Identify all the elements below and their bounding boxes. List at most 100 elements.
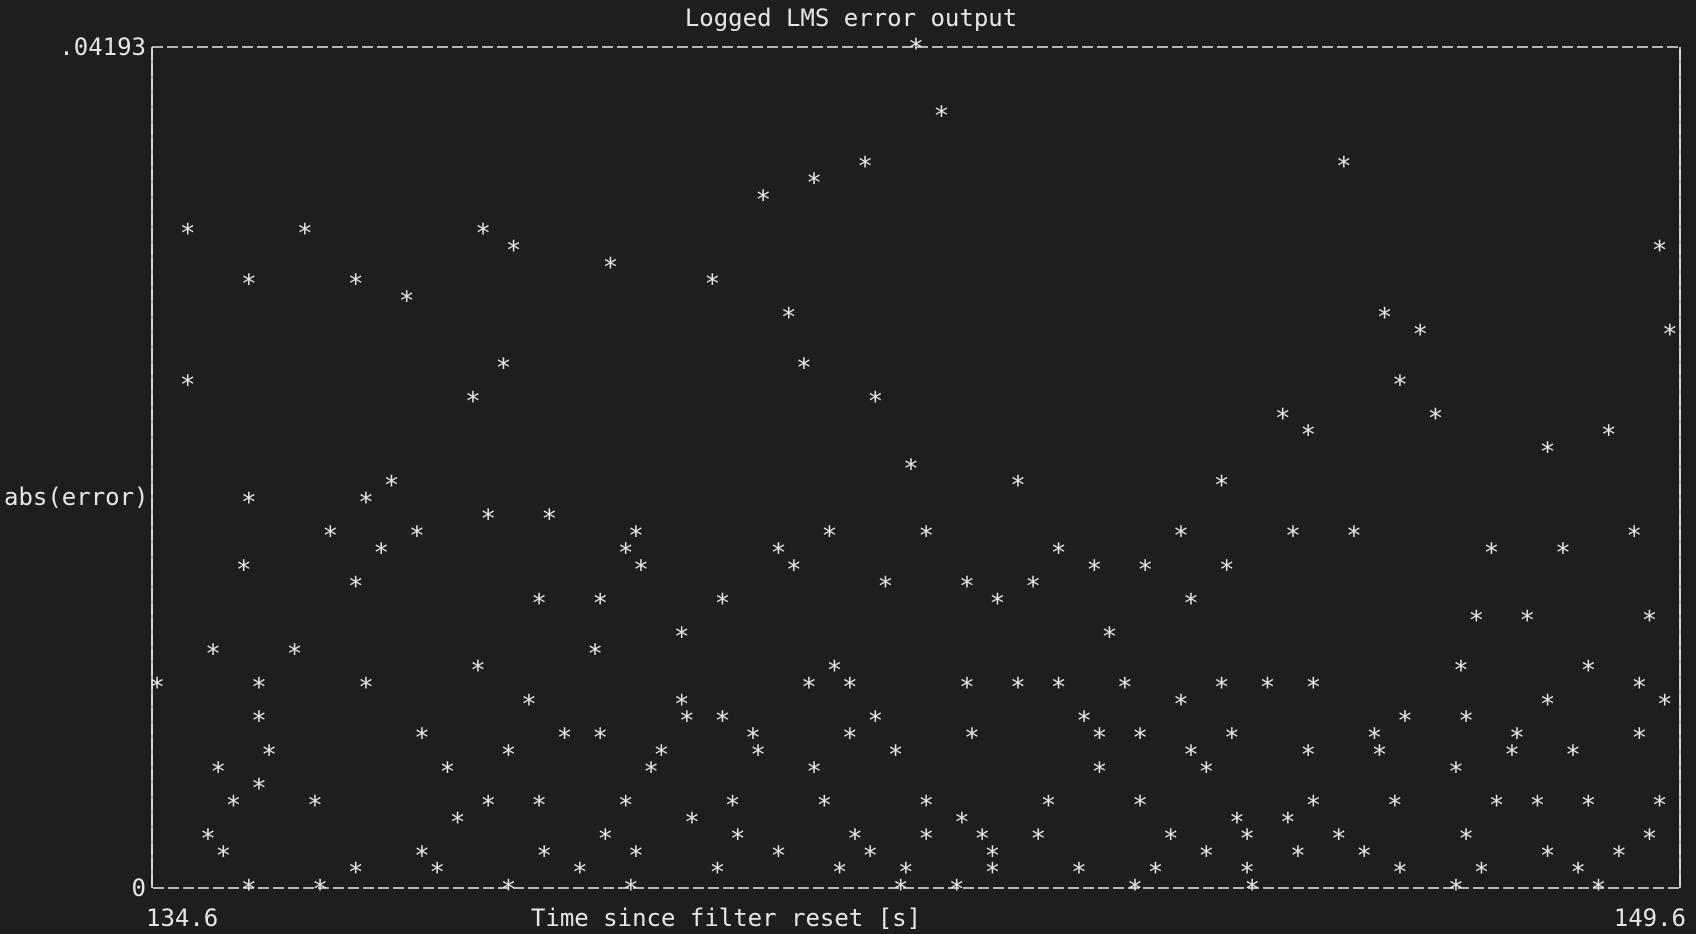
- data-point: *: [450, 808, 466, 838]
- data-point: *: [226, 791, 242, 821]
- data-point: *: [1509, 724, 1525, 754]
- data-point: *: [857, 152, 873, 182]
- data-point: *: [358, 673, 374, 703]
- data-point: *: [1300, 740, 1316, 770]
- data-point: *: [251, 673, 267, 703]
- data-point: *: [806, 757, 822, 787]
- data-point: *: [409, 522, 425, 552]
- data-point: *: [959, 572, 975, 602]
- data-point: *: [633, 555, 649, 585]
- data-point: *: [373, 538, 389, 568]
- x-tick-label-min: 134.6: [146, 904, 218, 932]
- data-point: *: [1132, 724, 1148, 754]
- data-point: *: [715, 707, 731, 737]
- data-point: *: [1173, 690, 1189, 720]
- data-point: *: [1580, 791, 1596, 821]
- data-point: *: [1468, 606, 1484, 636]
- data-point: *: [1244, 875, 1260, 905]
- data-point: *: [903, 454, 919, 484]
- data-point: *: [801, 673, 817, 703]
- data-point: *: [842, 673, 858, 703]
- data-point: *: [1642, 825, 1658, 855]
- data-point: *: [1540, 690, 1556, 720]
- data-point: *: [1392, 858, 1408, 888]
- y-tick-label-max: .04193: [59, 33, 146, 61]
- data-point: *: [348, 858, 364, 888]
- data-point: *: [200, 825, 216, 855]
- data-point: *: [898, 858, 914, 888]
- data-point: *: [205, 639, 221, 669]
- data-point: *: [781, 303, 797, 333]
- data-point: *: [867, 387, 883, 417]
- data-points: * * * * * * * * * * * * * * * * * * * * * * * * * * * * * * * * * * * * * * * *…: [149, 34, 1677, 905]
- data-point: *: [954, 808, 970, 838]
- data-point: *: [715, 589, 731, 619]
- data-point: *: [1051, 673, 1067, 703]
- data-point: *: [1591, 875, 1607, 905]
- data-point: *: [297, 219, 313, 249]
- data-point: *: [572, 858, 588, 888]
- data-point: *: [480, 791, 496, 821]
- data-point: *: [384, 471, 400, 501]
- data-point: *: [1448, 757, 1464, 787]
- data-point: *: [1041, 791, 1057, 821]
- data-point: *: [725, 791, 741, 821]
- data-point: *: [1458, 825, 1474, 855]
- data-point: *: [730, 825, 746, 855]
- data-point: *: [1300, 421, 1316, 451]
- data-point: *: [241, 270, 257, 300]
- data-point: *: [842, 724, 858, 754]
- data-point: *: [1601, 421, 1617, 451]
- data-point: *: [251, 707, 267, 737]
- data-point: *: [755, 185, 771, 215]
- data-point: *: [1397, 707, 1413, 737]
- data-point: *: [878, 572, 894, 602]
- data-point: *: [1657, 690, 1673, 720]
- data-point: *: [1025, 572, 1041, 602]
- data-point: *: [1071, 858, 1087, 888]
- data-point: *: [1367, 724, 1383, 754]
- data-point: *: [1458, 707, 1474, 737]
- data-point: *: [358, 488, 374, 518]
- data-point: *: [1148, 858, 1164, 888]
- data-point: *: [1448, 875, 1464, 905]
- data-point: *: [587, 639, 603, 669]
- data-point: *: [1570, 858, 1586, 888]
- data-point: *: [1290, 841, 1306, 871]
- data-point: *: [974, 825, 990, 855]
- data-point: *: [918, 825, 934, 855]
- data-point: *: [1642, 606, 1658, 636]
- data-point: *: [1092, 724, 1108, 754]
- data-point: *: [832, 858, 848, 888]
- data-point: *: [1530, 791, 1546, 821]
- data-point: *: [1163, 825, 1179, 855]
- data-point: *: [628, 522, 644, 552]
- data-point: *: [1453, 656, 1469, 686]
- data-point: *: [704, 270, 720, 300]
- data-point: *: [496, 354, 512, 384]
- data-point: *: [1183, 589, 1199, 619]
- data-point: *: [603, 253, 619, 283]
- data-point: *: [674, 623, 690, 653]
- data-point: *: [618, 791, 634, 821]
- data-point: *: [180, 370, 196, 400]
- data-point: *: [816, 791, 832, 821]
- data-point: *: [1076, 707, 1092, 737]
- data-point: *: [1631, 673, 1647, 703]
- data-point: *: [908, 34, 924, 64]
- data-point: *: [1305, 673, 1321, 703]
- data-point: *: [1117, 673, 1133, 703]
- data-point: *: [1489, 791, 1505, 821]
- data-point: *: [750, 740, 766, 770]
- data-point: *: [531, 791, 547, 821]
- data-point: *: [771, 538, 787, 568]
- data-point: *: [440, 757, 456, 787]
- data-point: *: [1412, 320, 1428, 350]
- data-point: *: [1540, 438, 1556, 468]
- data-point: *: [1331, 825, 1347, 855]
- data-point: *: [985, 841, 1001, 871]
- data-point: *: [241, 488, 257, 518]
- data-point: *: [1504, 740, 1520, 770]
- data-point: *: [1285, 522, 1301, 552]
- data-point: *: [1356, 841, 1372, 871]
